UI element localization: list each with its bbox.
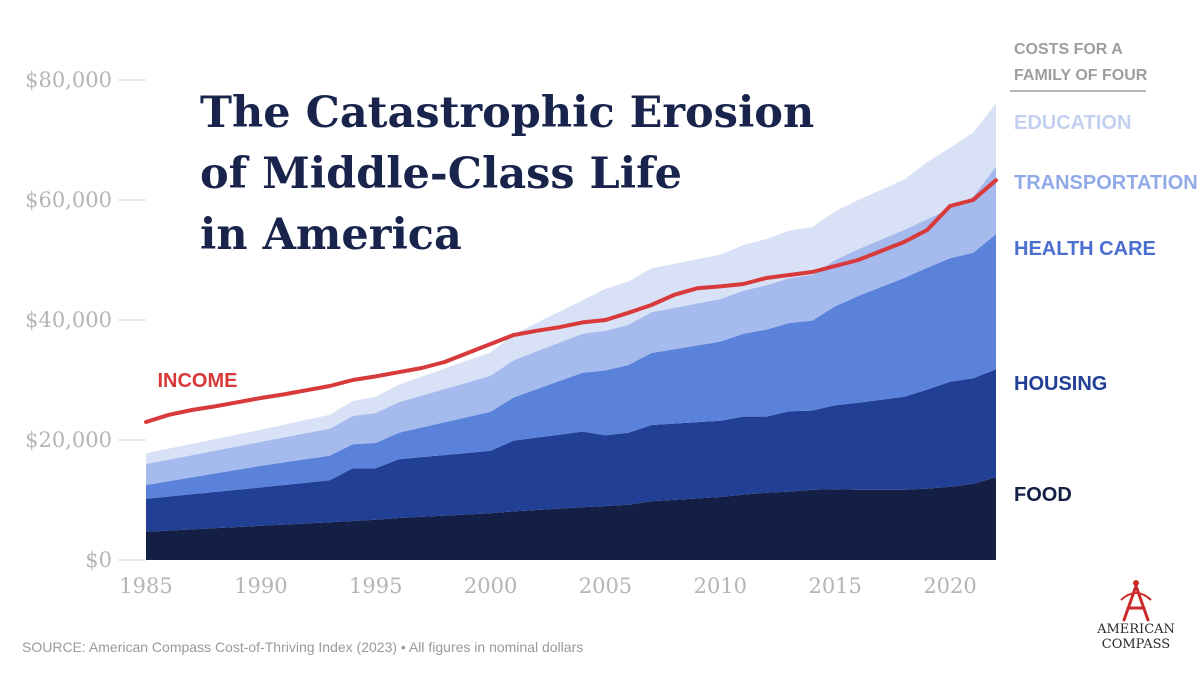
x-tick-label: 2020	[923, 574, 976, 598]
series-label-health-care: HEALTH CARE	[1014, 238, 1156, 260]
brand-line-1: AMERICAN	[1096, 622, 1175, 637]
gridlines	[118, 79, 146, 561]
x-tick-label: 2000	[464, 574, 517, 598]
income-layer: INCOME	[144, 178, 998, 424]
stacked-areas	[146, 103, 996, 560]
chart-title: The Catastrophic Erosion of Middle-Class…	[200, 88, 814, 260]
series-label-food: FOOD	[1014, 484, 1072, 506]
x-tick-label: 1995	[349, 574, 402, 598]
legend-header-line-1: COSTS FOR A	[1014, 41, 1123, 58]
x-tick-label: 2005	[579, 574, 632, 598]
title-line-1: The Catastrophic Erosion	[200, 88, 814, 138]
brand-line-2: COMPASS	[1102, 637, 1170, 652]
legend-header-line-2: FAMILY OF FOUR	[1014, 67, 1148, 84]
x-tick-label: 1990	[234, 574, 287, 598]
legend-header: COSTS FOR A FAMILY OF FOUR	[1010, 41, 1148, 92]
series-labels: FOOD HOUSING HEALTH CARE TRANSPORTATION EDUC…	[1014, 112, 1198, 506]
title-line-2: of Middle-Class Life	[200, 149, 682, 199]
y-tick-label: $20,000	[25, 428, 112, 452]
income-label: INCOME	[157, 370, 237, 392]
x-tick-label: 2015	[808, 574, 861, 598]
x-tick-label: 1985	[119, 574, 172, 598]
area-transportation	[146, 166, 996, 485]
brand: AMERICAN COMPASS	[1096, 580, 1175, 652]
source-note: SOURCE: American Compass Cost-of-Thrivin…	[22, 639, 583, 655]
series-label-education: EDUCATION	[1014, 112, 1131, 134]
y-tick-label: $80,000	[25, 68, 112, 92]
compass-a-logo-icon	[1120, 580, 1152, 622]
area-food	[146, 477, 996, 560]
area-housing	[146, 369, 996, 532]
y-tick-label: $40,000	[25, 308, 112, 332]
y-tick-label: $0	[85, 548, 112, 572]
income-line	[144, 178, 998, 424]
series-label-transportation: TRANSPORTATION	[1014, 172, 1198, 194]
title-line-3: in America	[200, 210, 462, 260]
series-label-housing: HOUSING	[1014, 373, 1107, 395]
y-tick-label: $60,000	[25, 188, 112, 212]
y-axis: $0 $20,000 $40,000 $60,000 $80,000	[25, 68, 112, 572]
x-tick-label: 2010	[694, 574, 747, 598]
area-health-care	[146, 234, 996, 499]
x-axis: 1985 1990 1995 2000 2005 2010 2015 2020	[119, 574, 977, 598]
